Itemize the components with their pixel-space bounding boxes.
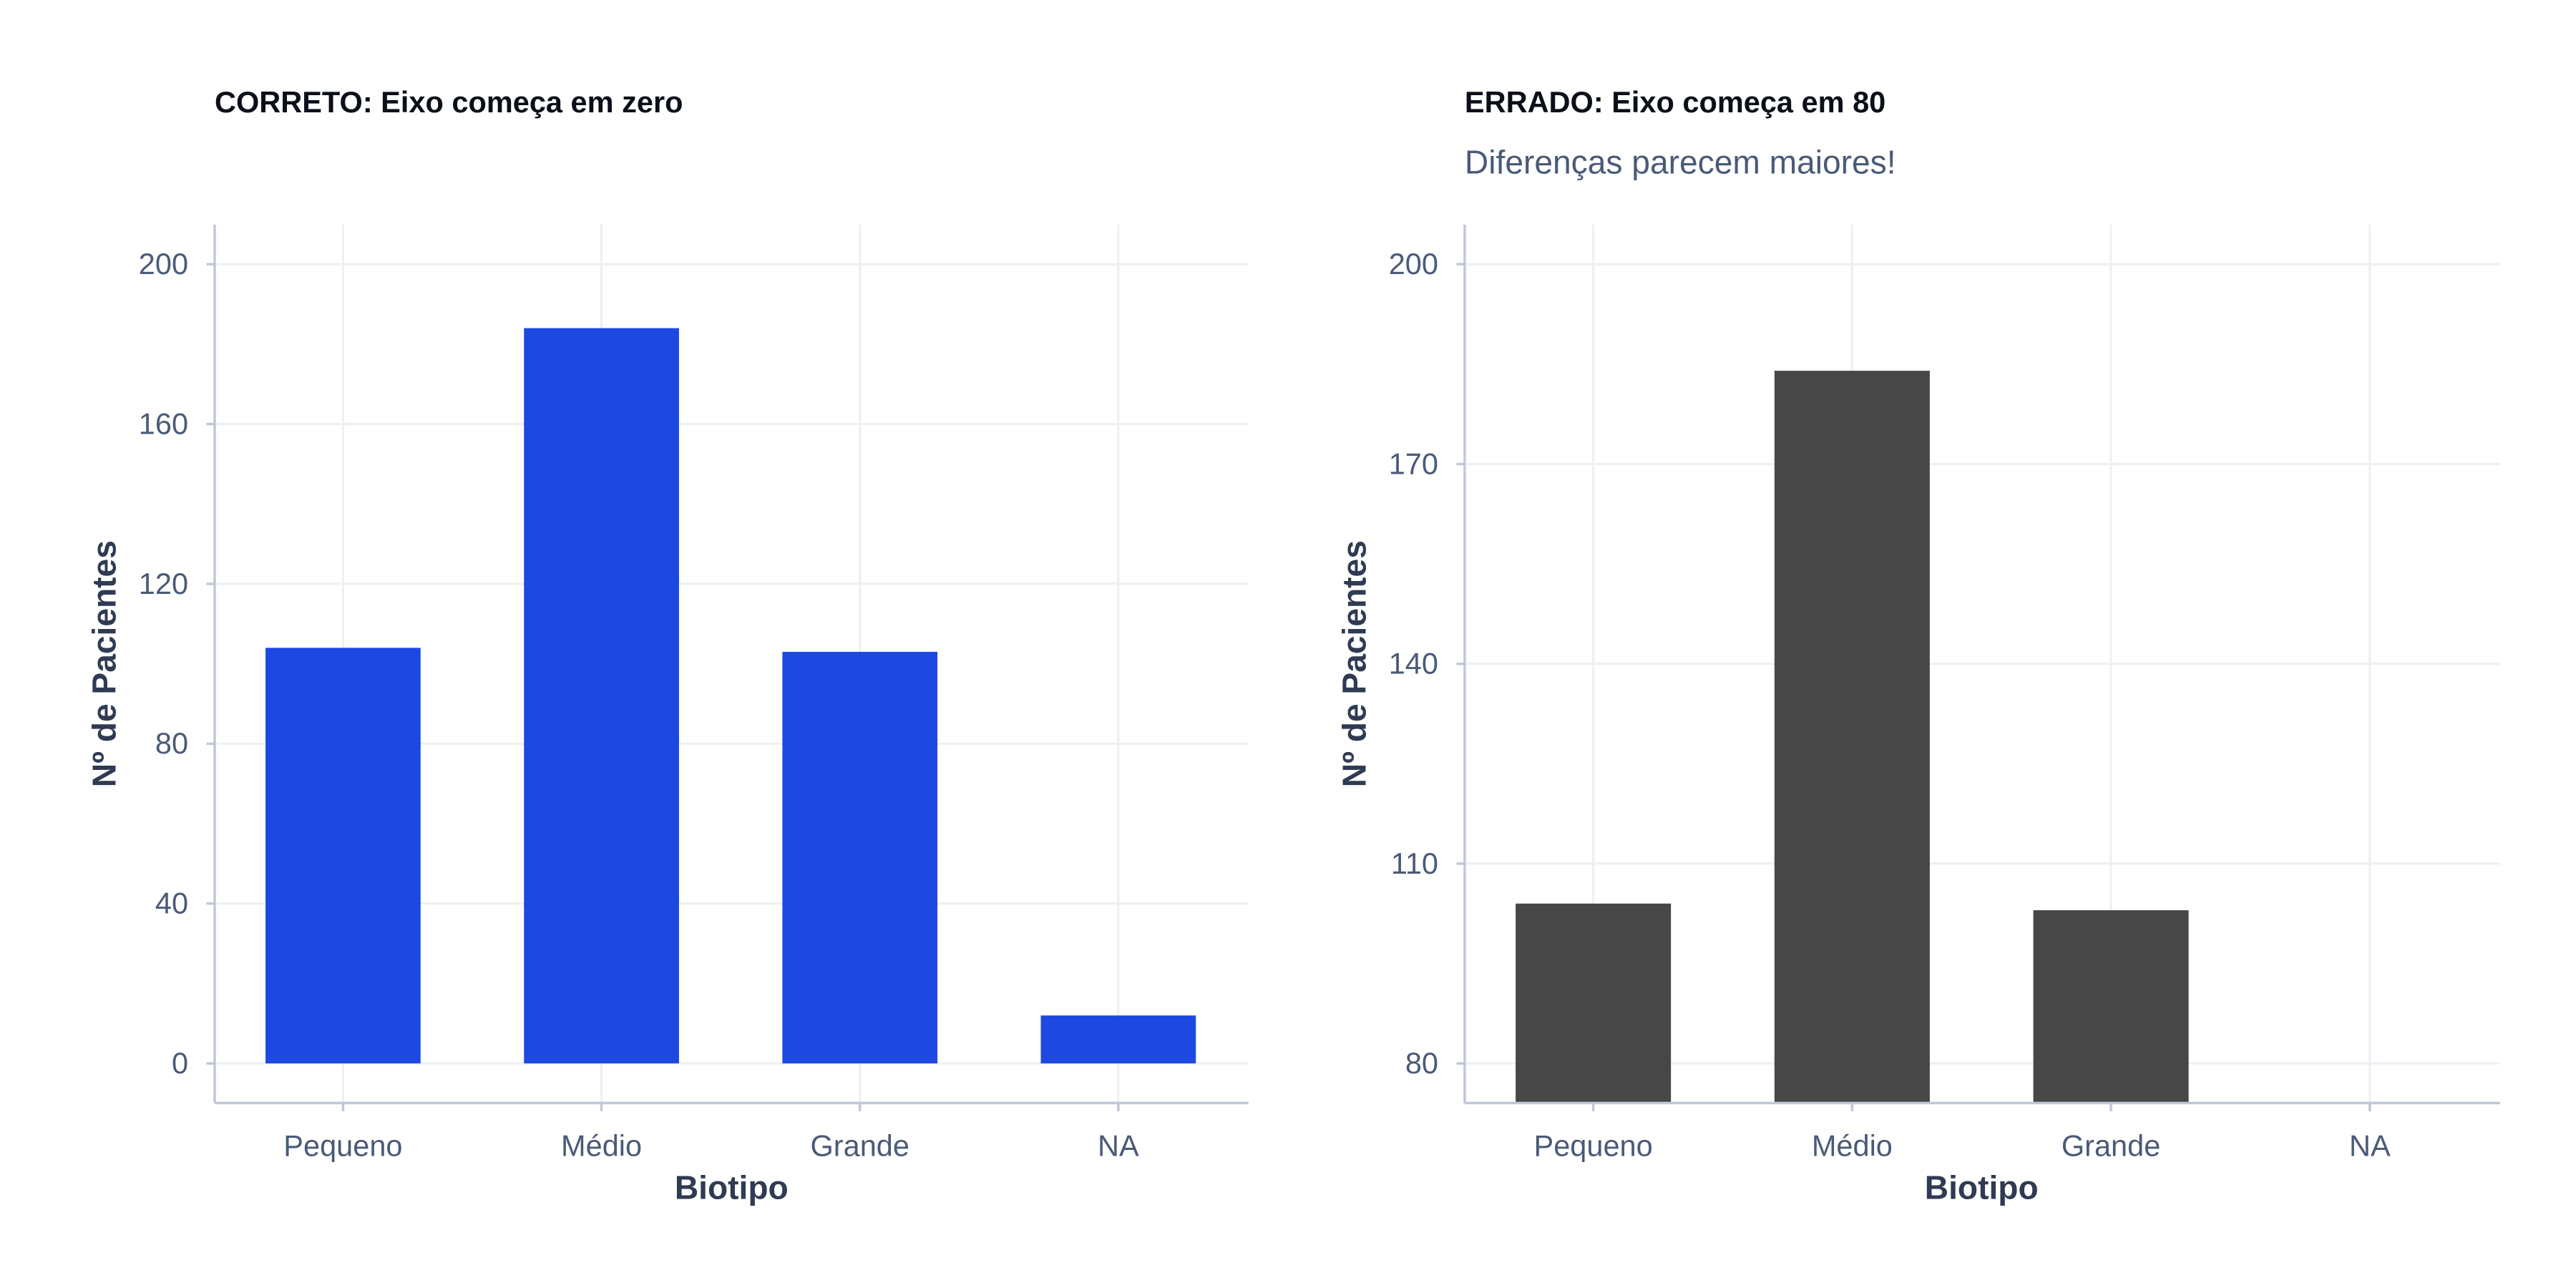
y-axis-title: Nº de Pacientes — [1335, 540, 1372, 787]
chart-title: ERRADO: Eixo começa em 80 — [1465, 85, 1885, 119]
plot-area: 0 40 80 120 160 200 Pequeno Médio Grande NA — [139, 224, 1249, 1162]
bar-pequeno — [265, 648, 421, 1064]
y-tick-label: 200 — [139, 247, 188, 280]
x-axis-title: Biotipo — [675, 1169, 789, 1206]
x-tick-label: Pequeno — [1534, 1128, 1653, 1162]
y-tick-label: 40 — [155, 887, 188, 920]
bar-na — [1040, 1015, 1196, 1064]
plot-area: 80 110 140 170 200 Pequeno Médio Grande NA — [1389, 224, 2500, 1162]
y-tick-label: 0 — [172, 1046, 188, 1080]
y-tick-label: 200 — [1389, 247, 1438, 280]
bar-médio — [524, 328, 679, 1064]
bar-médio — [1774, 371, 1930, 1103]
x-tick-label: Grande — [810, 1128, 909, 1162]
x-tick-label: Médio — [1812, 1128, 1893, 1162]
y-axis-title: Nº de Pacientes — [86, 540, 123, 787]
y-tick-label: 110 — [1391, 847, 1438, 880]
x-tick-label: NA — [1098, 1128, 1139, 1162]
panel-wrong: ERRADO: Eixo começa em 80 Diferenças par… — [1335, 85, 2500, 1206]
y-tick-label: 80 — [1405, 1046, 1438, 1080]
y-tick-label: 80 — [155, 726, 188, 760]
x-tick-label: Grande — [2062, 1128, 2160, 1162]
panel-correct: CORRETO: Eixo começa em zero Biotipo Nº … — [86, 85, 1249, 1206]
x-axis-title: Biotipo — [1925, 1169, 2039, 1206]
bar-grande — [782, 651, 938, 1064]
x-tick-label: Médio — [561, 1128, 642, 1162]
y-tick-label: 140 — [1389, 647, 1438, 680]
bar-pequeno — [1516, 903, 1672, 1103]
bar-grande — [2033, 910, 2189, 1103]
y-tick-label: 170 — [1389, 447, 1438, 480]
chart-subtitle: Diferenças parecem maiores! — [1465, 143, 1896, 180]
x-tick-label: Pequeno — [283, 1128, 402, 1162]
x-tick-label: NA — [2349, 1128, 2391, 1162]
y-tick-label: 120 — [139, 567, 188, 600]
chart-title: CORRETO: Eixo começa em zero — [215, 85, 683, 119]
y-tick-label: 160 — [139, 406, 188, 440]
